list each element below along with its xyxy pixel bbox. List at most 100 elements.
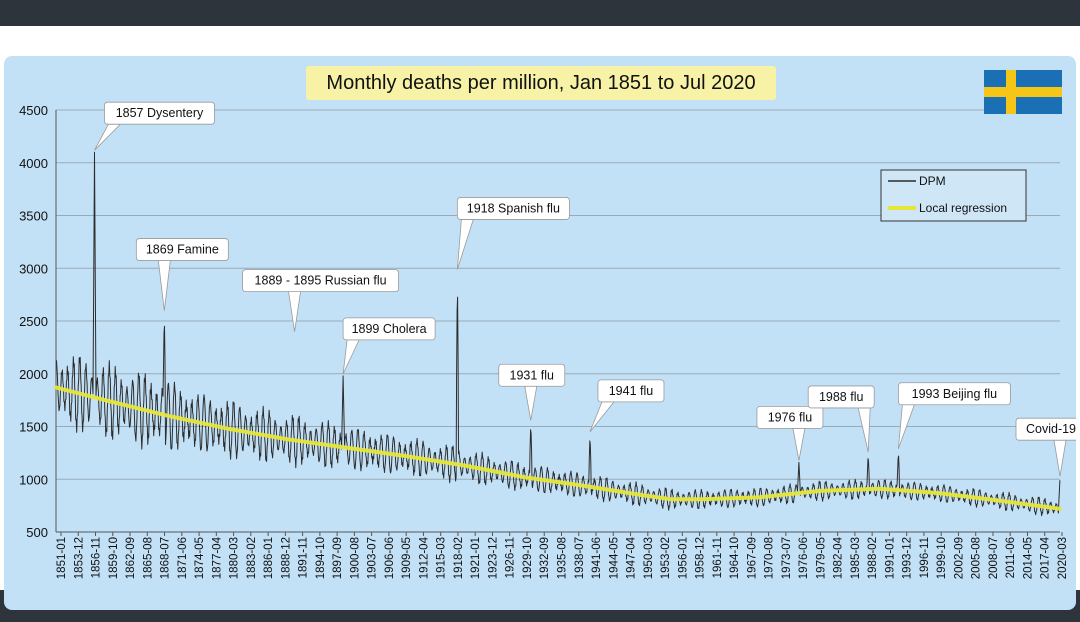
x-tick-label: 1915-03 [436, 537, 448, 579]
x-tick-label: 1856-11 [91, 537, 103, 578]
sweden-flag-icon [984, 70, 1062, 114]
screenshot-frame: 500 1000 1500 2000 2500 3000 3500 4000 4500 1851… [0, 26, 1080, 610]
x-tick-label: 1961-11 [712, 537, 724, 578]
y-tick-label: 4500 [19, 103, 48, 118]
x-tick-label: 1976-06 [798, 537, 810, 579]
y-tick-label: 3000 [19, 261, 48, 276]
x-tick-label: 1906-06 [384, 537, 396, 579]
x-tick-label: 1865-08 [142, 537, 154, 579]
annotation-label: 1941 flu [609, 384, 654, 398]
x-tick-label: 1912-04 [418, 536, 430, 579]
annotation: 1869 Famine [135, 238, 229, 311]
x-tick-label: 1921-01 [470, 537, 482, 579]
x-tick-label: 1967-09 [746, 537, 758, 579]
annotation: 1976 flu [756, 405, 824, 461]
x-tick-label: 1932-09 [539, 537, 551, 579]
x-tick-label: 1923-12 [487, 537, 499, 579]
x-tick-label: 1886-01 [263, 537, 275, 579]
x-tick-label: 1888-12 [280, 537, 292, 579]
annotation: 1918 Spanish flu [456, 197, 570, 270]
x-tick-label: 1877-04 [211, 536, 223, 579]
annotation-box [104, 101, 215, 125]
annotation-box [498, 363, 566, 387]
annotation: Covid-19 [1015, 417, 1076, 477]
x-tick-label: 2017-04 [1040, 536, 1052, 579]
y-tick-label: 1000 [19, 472, 48, 487]
annotation-pointer [792, 427, 806, 461]
x-tick-label: 1926-11 [505, 537, 517, 578]
y-tick-label: 3500 [19, 209, 48, 224]
x-tick-label: 1973-07 [781, 537, 793, 579]
annotation-pointer [288, 291, 302, 332]
x-tick-label: 1883-02 [246, 537, 258, 579]
annotation-pointer [524, 385, 538, 421]
x-tick-label: 1988-02 [867, 537, 879, 579]
x-tick-label: 1897-09 [332, 537, 344, 579]
y-tick-label: 1500 [19, 420, 48, 435]
x-tick-label: 1999-10 [936, 537, 948, 579]
y-tick-label: 500 [26, 525, 48, 540]
title-background [306, 66, 776, 100]
x-tick-label: 1953-02 [660, 537, 672, 579]
annotation-box [242, 269, 399, 293]
annotation-label: 1899 Cholera [352, 322, 427, 336]
y-axis: 500 1000 1500 2000 2500 3000 3500 4000 4500 [19, 103, 57, 540]
x-tick-label: 1874-05 [194, 537, 206, 579]
x-tick-label: 1851-01 [56, 537, 68, 579]
annotation-label: 1869 Famine [146, 243, 219, 257]
x-tick-label: 1909-05 [401, 537, 413, 579]
title-group: Monthly deaths per million, Jan 1851 to … [306, 66, 776, 100]
y-tick-label: 4000 [19, 156, 48, 171]
annotation-pointer [94, 123, 122, 151]
x-tick-label: 2011-06 [1005, 537, 1017, 578]
x-tick-label: 1862-09 [125, 537, 137, 579]
legend-label-dpm: DPM [919, 174, 946, 188]
annotation: 1988 flu [807, 385, 875, 453]
annotation-box [807, 385, 875, 409]
annotation-box [597, 379, 665, 403]
annotation-label: 1988 flu [819, 390, 864, 404]
x-tick-label: 1918-02 [453, 537, 465, 579]
annotation-pointer [157, 260, 171, 311]
annotation: 1993 Beijing flu [897, 382, 1011, 449]
x-tick-label: 1996-11 [919, 537, 931, 578]
x-axis: 1851-01 1853-12 1856-11 1859-10 1862-09 1865-… [56, 531, 1069, 579]
x-tick-label: 1929-10 [522, 537, 534, 579]
annotation-box [135, 238, 229, 261]
chart-title: Monthly deaths per million, Jan 1851 to … [326, 72, 755, 94]
x-tick-label: 1993-12 [902, 537, 914, 579]
annotation-box [756, 405, 824, 429]
y-tick-label: 2000 [19, 367, 48, 382]
annotation-box [456, 197, 570, 220]
x-tick-label: 1982-04 [833, 536, 845, 579]
x-tick-label: 1985-03 [850, 537, 862, 579]
annotation: 1899 Cholera [342, 317, 436, 375]
x-tick-label: 1991-01 [884, 537, 896, 579]
x-tick-label: 1944-05 [608, 537, 620, 579]
x-tick-label: 1970-08 [764, 537, 776, 579]
x-tick-label: 1935-08 [557, 537, 569, 579]
x-tick-label: 1958-12 [695, 537, 707, 579]
x-tick-label: 1900-08 [349, 537, 361, 579]
annotation-box [342, 317, 436, 341]
x-tick-label: 1950-03 [643, 537, 655, 579]
x-tick-label: 1891-11 [298, 537, 310, 578]
series-local-regression-line [54, 385, 1062, 511]
annotation-pointer [342, 339, 360, 375]
plot-lines [54, 151, 1062, 517]
legend: DPM Local regression [880, 169, 1027, 222]
x-tick-label: 2002-09 [953, 537, 965, 579]
x-tick-label: 2014-05 [1022, 537, 1034, 579]
chart-panel: 500 1000 1500 2000 2500 3000 3500 4000 4500 1851… [4, 56, 1076, 610]
legend-box [880, 169, 1027, 222]
legend-label-regression: Local regression [919, 201, 1007, 215]
annotation: 1889 - 1895 Russian flu [242, 269, 399, 332]
x-tick-label: 1938-07 [574, 537, 586, 579]
x-tick-label: 1964-10 [729, 537, 741, 579]
annotation-box [897, 382, 1011, 406]
x-tick-label: 1956-01 [677, 537, 689, 579]
x-tick-label: 1853-12 [73, 537, 85, 579]
annotations: 1857 Dysentery 1869 Famine 1889 - 1895 Rus… [94, 101, 1076, 477]
annotation: 1857 Dysentery [94, 101, 215, 151]
chart: 500 1000 1500 2000 2500 3000 3500 4000 4500 1851… [19, 66, 1076, 579]
